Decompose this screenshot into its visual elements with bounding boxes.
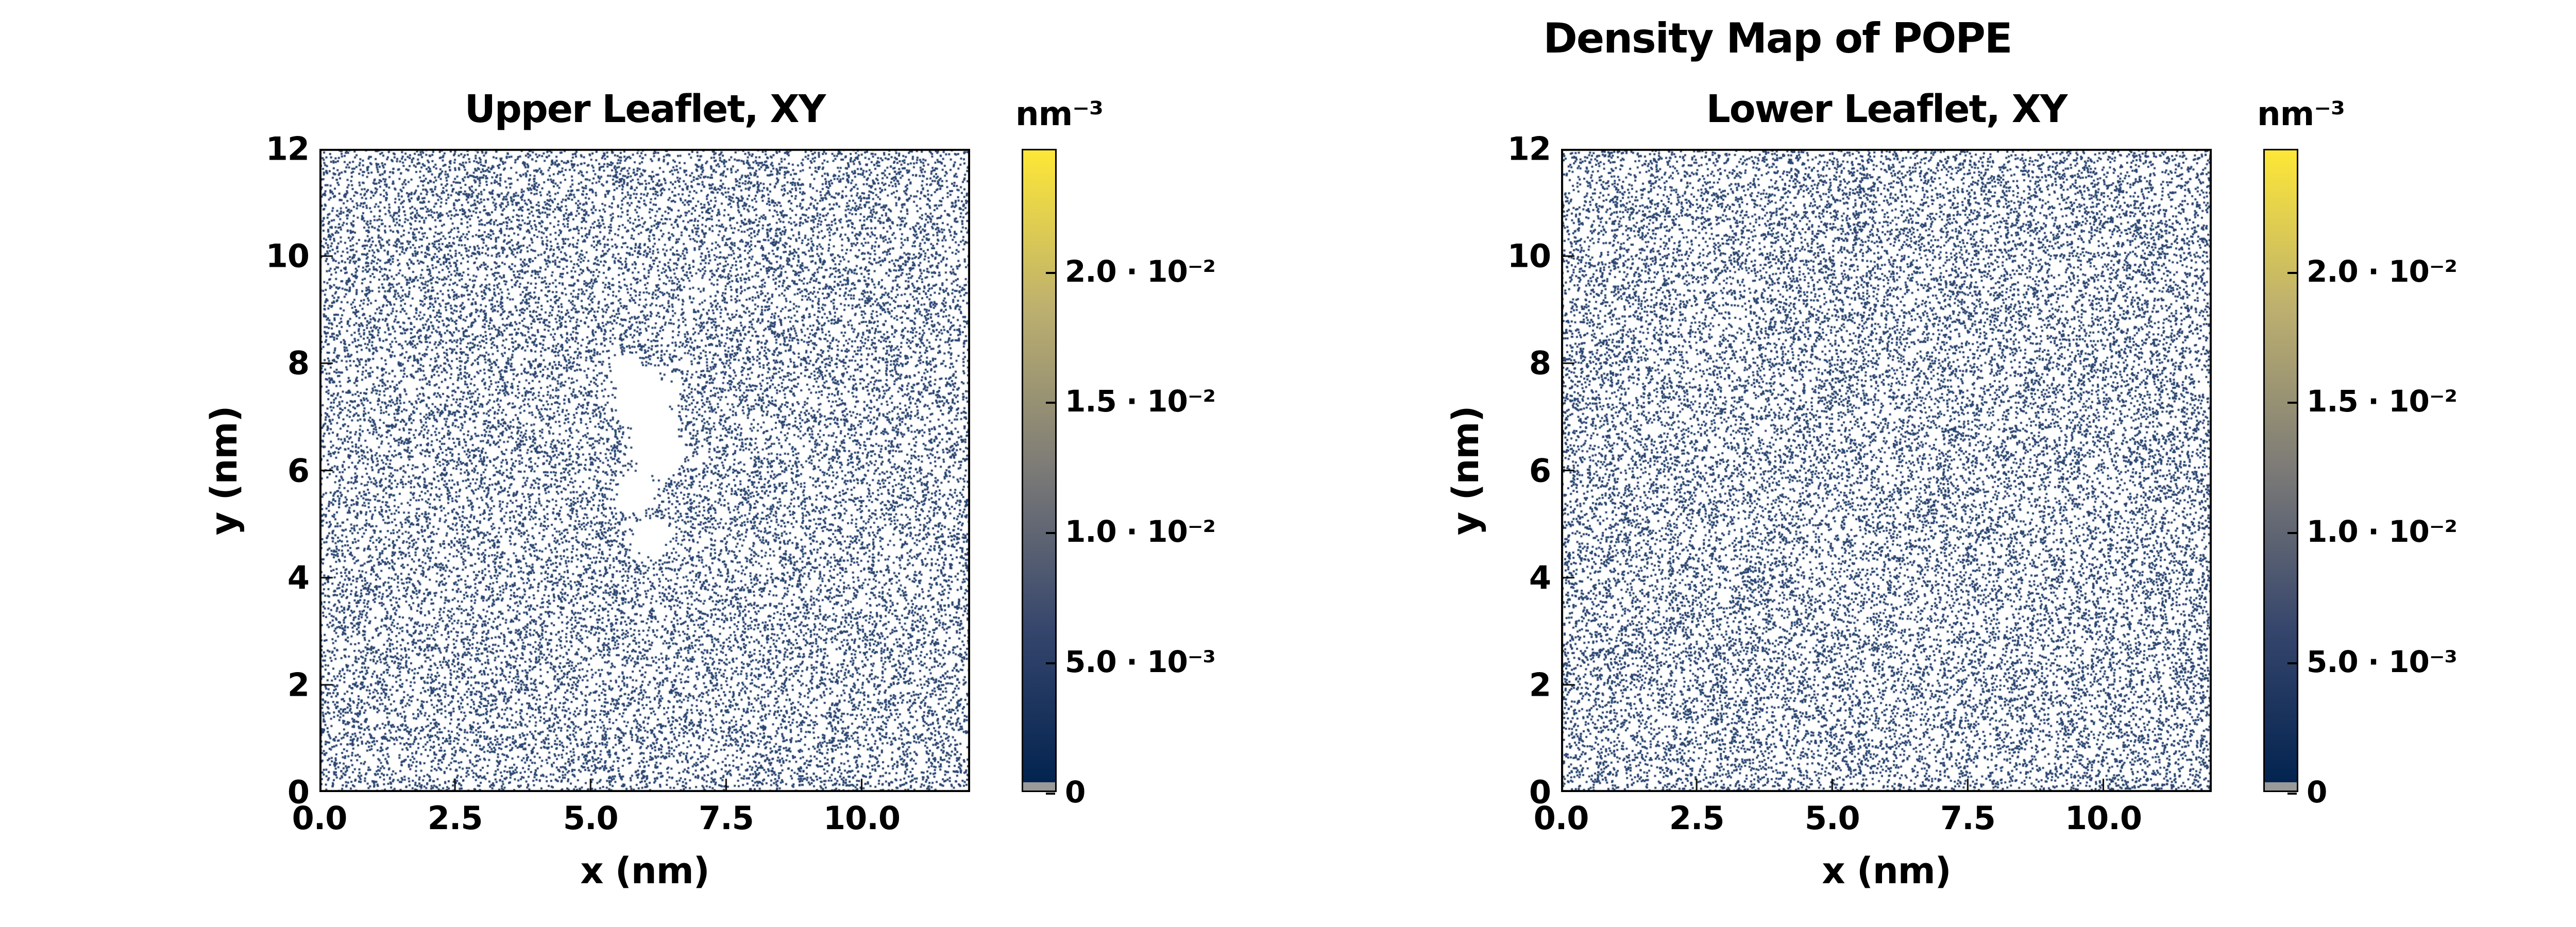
- colorbar-tick-mark: [1046, 532, 1055, 535]
- colorbar-tick-label: 5.0 · 10⁻³: [1065, 644, 1216, 680]
- colorbar-tick-label: 1.0 · 10⁻²: [1065, 514, 1216, 550]
- colorbar-tick-label: 2.0 · 10⁻²: [1065, 253, 1216, 289]
- colorbar-tick-mark: [1046, 402, 1055, 404]
- x-tick-label: 2.5: [427, 799, 483, 837]
- colorbar-tick-mark: [1046, 793, 1055, 795]
- colorbar-under-strip: [2265, 782, 2297, 791]
- colorbar-tick-label: 5.0 · 10⁻³: [2307, 644, 2458, 680]
- density-plot-canvas: [1561, 149, 2212, 792]
- y-tick-labels: 0 2 4 6 8 10 12: [1417, 130, 1551, 811]
- x-tick-label: 5.0: [1804, 799, 1860, 837]
- x-tick-label: 0.0: [1533, 799, 1589, 837]
- panel-title: Lower Leaflet, XY: [1706, 87, 2068, 131]
- colorbar-tick-label: 2.0 · 10⁻²: [2307, 253, 2458, 289]
- colorbar-unit-label: nm⁻³: [1015, 95, 1104, 133]
- x-tick-label: 10.0: [2065, 799, 2142, 837]
- y-tick-label: 0: [1529, 773, 1551, 811]
- x-axis-label: x (nm): [580, 850, 709, 892]
- x-tick-label: 7.5: [698, 799, 754, 837]
- x-axis-label: x (nm): [1822, 850, 1951, 892]
- y-tick-label: 6: [1529, 452, 1551, 489]
- y-tick-label: 6: [287, 452, 310, 489]
- panel-upper-leaflet-xy: Upper Leaflet, XY y (nm) 0 2 4 6 8 10 12 0.0 2.…: [203, 87, 1216, 892]
- y-tick-label: 12: [265, 130, 310, 168]
- colorbar-unit-label: nm⁻³: [2257, 95, 2345, 133]
- colorbar-tick-label: 0: [1065, 775, 1086, 810]
- colorbar-tick-mark: [1046, 271, 1055, 274]
- colorbar-tick-mark: [2287, 662, 2297, 665]
- panel-lower-leaflet-xy: Lower Leaflet, XY y (nm) 0 2 4 6 8 10 12 0.0 2.…: [1445, 87, 2458, 892]
- colorbar-tick-labels: 0 5.0 · 10⁻³ 1.0 · 10⁻² 1.5 · 10⁻² 2.0 · 10⁻…: [2307, 149, 2492, 810]
- x-tick-label: 5.0: [563, 799, 619, 837]
- x-tick-label: 10.0: [823, 799, 901, 837]
- colorbar-gradient: [2263, 149, 2298, 795]
- panel-title: Upper Leaflet, XY: [464, 87, 826, 131]
- x-tick-label: 2.5: [1669, 799, 1725, 837]
- colorbar-under-strip: [1023, 782, 1055, 791]
- y-tick-label: 4: [1529, 559, 1551, 597]
- colorbar-tick-label: 1.0 · 10⁻²: [2307, 514, 2458, 550]
- y-tick-labels: 0 2 4 6 8 10 12: [175, 130, 310, 811]
- colorbar-tick-mark: [2287, 793, 2297, 795]
- y-tick-label: 10: [1507, 237, 1551, 275]
- colorbar: nm⁻³ 0 5.0 · 10⁻³ 1.0 · 10⁻² 1.5 · 10⁻² 2.0 …: [1015, 95, 1216, 810]
- colorbar: nm⁻³ 0 5.0 · 10⁻³ 1.0 · 10⁻² 1.5 · 10⁻² 2.0 …: [2257, 95, 2458, 810]
- colorbar-tick-mark: [2287, 402, 2297, 404]
- x-tick-label: 0.0: [292, 799, 348, 837]
- x-tick-label: 7.5: [1940, 799, 1996, 837]
- colorbar-tick-label: 0: [2307, 775, 2327, 810]
- x-tick-labels: 0.0 2.5 5.0 7.5 10.0: [1534, 792, 2212, 844]
- x-tick-labels: 0.0 2.5 5.0 7.5 10.0: [292, 792, 970, 844]
- colorbar-tick-labels: 0 5.0 · 10⁻³ 1.0 · 10⁻² 1.5 · 10⁻² 2.0 · 10⁻…: [1065, 149, 1250, 810]
- colorbar-tick-label: 1.5 · 10⁻²: [2307, 384, 2458, 419]
- density-plot-canvas: [319, 149, 970, 792]
- y-tick-label: 12: [1507, 130, 1551, 168]
- colorbar-gradient: [1022, 149, 1057, 795]
- y-tick-label: 10: [265, 237, 310, 275]
- y-tick-label: 8: [287, 344, 310, 382]
- y-tick-label: 8: [1529, 344, 1551, 382]
- colorbar-tick-mark: [2287, 271, 2297, 274]
- y-tick-label: 0: [287, 773, 310, 811]
- colorbar-tick-label: 1.5 · 10⁻²: [1065, 384, 1216, 419]
- figure-title: Density Map of POPE: [1543, 14, 2012, 62]
- y-tick-label: 2: [287, 666, 310, 704]
- y-tick-label: 2: [1529, 666, 1551, 704]
- y-tick-label: 4: [287, 559, 310, 597]
- colorbar-tick-mark: [2287, 532, 2297, 535]
- colorbar-tick-mark: [1046, 662, 1055, 665]
